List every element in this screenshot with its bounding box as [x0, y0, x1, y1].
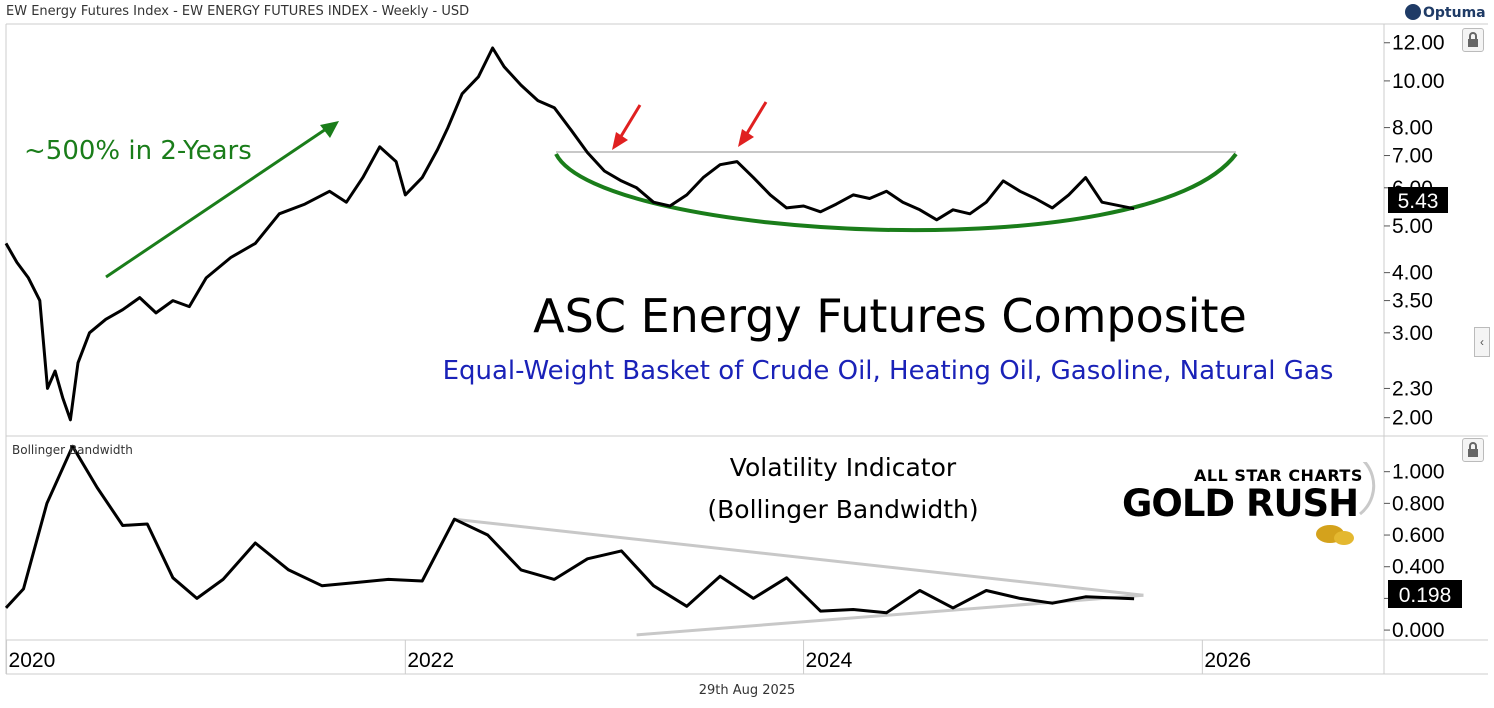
price-tick-label: 3.50 — [1392, 290, 1433, 313]
collapse-chevron-icon[interactable]: ‹ — [1474, 327, 1490, 357]
red-arrow-1 — [612, 104, 642, 150]
date-tick-label: 2022 — [407, 649, 454, 672]
price-last-value-box — [1388, 187, 1448, 213]
bandwidth-tick-label: 0.000 — [1392, 619, 1445, 642]
watermark-line1: ALL STAR CHARTS — [1194, 466, 1363, 485]
chart-title: ASC Energy Futures Composite — [533, 289, 1247, 343]
bandwidth-series-line — [4, 444, 1135, 615]
gold-rush-watermark: ALL STAR CHARTS GOLD RUSH — [1120, 462, 1380, 552]
gain-annotation: ~500% in 2-Years — [24, 136, 252, 166]
red-arrow-2 — [738, 101, 768, 147]
bandwidth-tick-label: 0.800 — [1392, 492, 1445, 515]
bandwidth-tick-label: 1.000 — [1392, 461, 1445, 484]
date-tick-label: 2026 — [1204, 649, 1251, 672]
bandwidth-tick-label: 0.400 — [1392, 556, 1445, 579]
footer-date: 29th Aug 2025 — [698, 683, 796, 698]
optuma-brand: Optuma — [1423, 5, 1486, 21]
bandwidth-panel-lock[interactable] — [1462, 438, 1484, 462]
price-tick-label: 3.00 — [1392, 322, 1433, 345]
price-tick-label: 2.00 — [1392, 407, 1433, 430]
price-tick-label: 7.00 — [1392, 145, 1433, 168]
bandwidth-last-value: 0.198 — [1399, 584, 1452, 607]
bandwidth-upper-trendline — [454, 517, 1144, 597]
price-tick-label: 5.00 — [1392, 215, 1433, 238]
optuma-logo-icon — [1405, 4, 1421, 20]
price-tick-label: 2.30 — [1392, 377, 1433, 400]
date-tick-label: 2024 — [806, 649, 853, 672]
gold-nugget-icon — [1316, 462, 1376, 545]
chart-subtitle: Equal-Weight Basket of Crude Oil, Heatin… — [443, 356, 1334, 386]
bandwidth-last-value-box — [1388, 580, 1462, 608]
price-tick-label: 4.00 — [1392, 262, 1433, 285]
price-tick-label: 8.00 — [1392, 117, 1433, 140]
price-panel-lock[interactable] — [1462, 28, 1484, 52]
watermark-line2: GOLD RUSH — [1122, 482, 1359, 525]
price-series-line — [4, 46, 1135, 422]
volatility-title-line1: Volatility Indicator — [730, 453, 957, 482]
date-tick-label: 2020 — [9, 649, 56, 672]
volatility-title-line2: (Bollinger Bandwidth) — [707, 495, 978, 524]
date-x-axis: 2020 2022 2024 2026 — [6, 640, 1251, 674]
rounding-bottom-arc — [554, 152, 1238, 233]
price-tick-label: 12.00 — [1392, 32, 1445, 55]
chart-header-title: EW Energy Futures Index - EW ENERGY FUTU… — [6, 4, 470, 19]
price-tick-label: 10.00 — [1392, 70, 1445, 93]
green-trend-arrow — [105, 121, 339, 279]
optuma-logo[interactable]: Optuma — [1405, 4, 1486, 21]
price-last-value: 5.43 — [1398, 190, 1439, 213]
bandwidth-panel-label: Bollinger Bandwidth — [12, 443, 133, 457]
bandwidth-tick-label: 0.600 — [1392, 524, 1445, 547]
price-y-axis: 12.0010.008.007.006.005.004.003.503.002.… — [1384, 32, 1445, 430]
lock-icon — [1468, 32, 1478, 47]
lock-icon — [1468, 442, 1478, 457]
